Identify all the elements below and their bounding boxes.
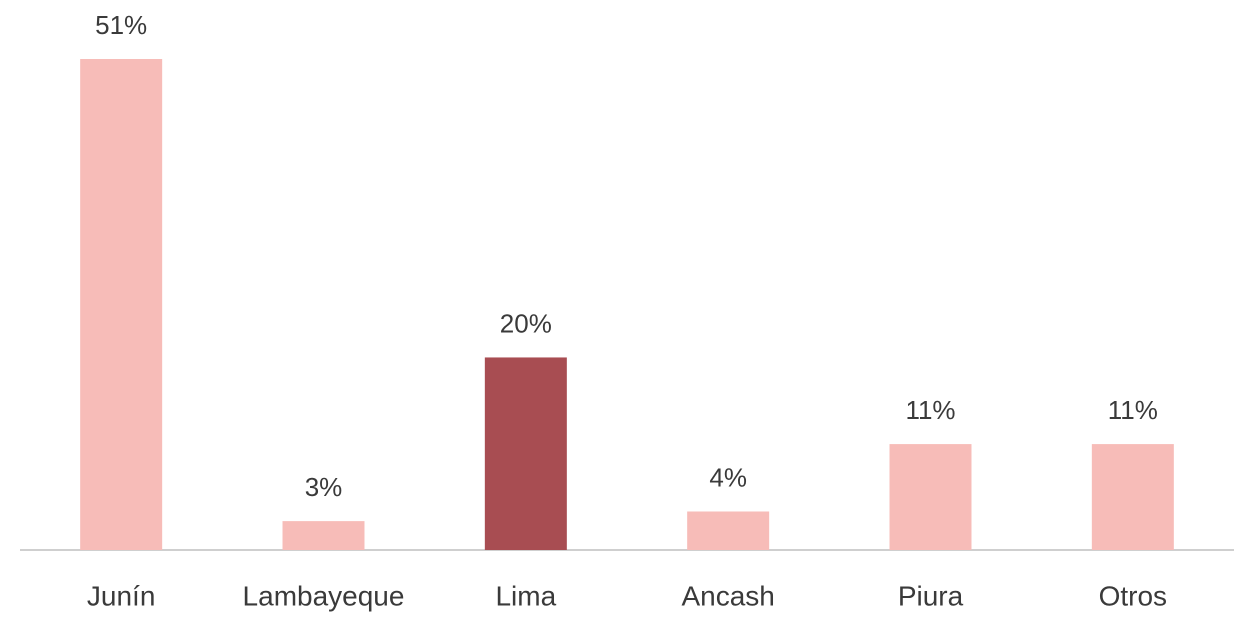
- x-tick-label: Ancash: [681, 580, 774, 611]
- bar: [282, 521, 365, 550]
- x-tick-label: Lambayeque: [243, 580, 405, 611]
- data-label: 20%: [500, 308, 552, 338]
- x-tick-label: Junín: [87, 580, 156, 611]
- bar: [1091, 444, 1174, 550]
- data-label: 11%: [905, 395, 955, 425]
- data-label: 51%: [95, 10, 147, 40]
- data-label: 11%: [1108, 395, 1158, 425]
- x-tick-label: Otros: [1099, 580, 1167, 611]
- x-tick-label: Lima: [495, 580, 556, 611]
- data-label: 4%: [709, 462, 747, 492]
- bar: [687, 511, 770, 550]
- bar: [889, 444, 972, 550]
- bar: [484, 357, 567, 550]
- bar: [80, 59, 163, 550]
- x-tick-label: Piura: [898, 580, 964, 611]
- data-label: 3%: [305, 472, 343, 502]
